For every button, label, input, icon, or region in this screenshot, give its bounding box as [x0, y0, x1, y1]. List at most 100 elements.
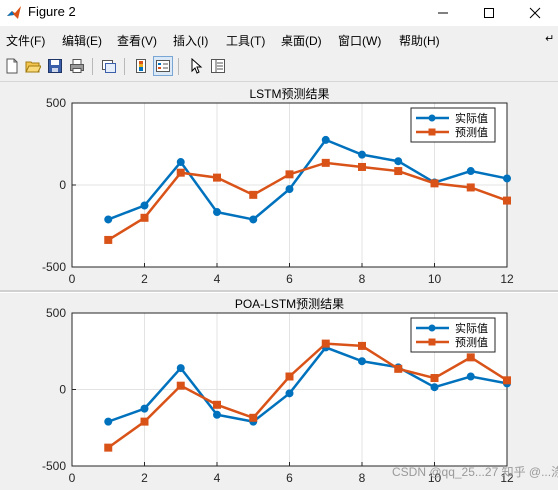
- legend-label: 实际值: [455, 111, 488, 125]
- data-point: [249, 215, 258, 224]
- legend-marker: [428, 338, 436, 346]
- x-tick-label: 8: [359, 272, 366, 286]
- data-point: [140, 404, 149, 413]
- close-button[interactable]: [512, 0, 558, 26]
- legend-box: [410, 107, 496, 143]
- x-tick-label: 2: [141, 471, 148, 485]
- data-point: [213, 400, 221, 409]
- data-point: [321, 339, 330, 348]
- data-point: [104, 215, 113, 224]
- x-tick-label: 12: [500, 272, 514, 286]
- insert-legend-button[interactable]: [153, 56, 173, 76]
- menu-window[interactable]: 窗口(W): [338, 34, 382, 48]
- property-inspector-button[interactable]: [208, 56, 228, 76]
- data-point: [285, 389, 294, 398]
- title-bar: Figure 2: [0, 0, 558, 26]
- matlab-logo-icon: [7, 6, 21, 19]
- data-point: [358, 341, 366, 350]
- x-tick-label: 12: [500, 471, 514, 485]
- legend-marker: [428, 114, 436, 122]
- menu-bar: 文件(F) 编辑(E) 查看(V) 插入(I) 工具(T) 桌面(D) 窗口(W…: [0, 28, 558, 50]
- toolbar-separator: [178, 58, 179, 75]
- legend-label: 预测值: [455, 126, 488, 139]
- data-point: [466, 353, 475, 362]
- y-tick-label: 0: [59, 383, 66, 397]
- data-point: [285, 185, 294, 194]
- legend-marker: [428, 128, 436, 136]
- data-point: [285, 170, 294, 179]
- data-point: [358, 162, 366, 171]
- data-point: [176, 381, 185, 390]
- menu-insert[interactable]: 插入(I): [173, 34, 209, 48]
- y-tick-label: 0: [59, 178, 66, 192]
- close-icon: [529, 7, 541, 19]
- data-point: [176, 158, 185, 167]
- data-point: [140, 213, 149, 222]
- data-point: [321, 135, 330, 144]
- save-button[interactable]: [45, 56, 65, 76]
- data-point: [430, 374, 439, 383]
- series-line-1: [107, 345, 508, 423]
- data-point: [213, 410, 221, 419]
- x-tick-label: 4: [214, 272, 221, 286]
- x-tick-label: 8: [359, 471, 366, 485]
- new-figure-icon: [6, 58, 18, 74]
- property-inspector-icon: [211, 59, 225, 73]
- legend-label: 实际值: [455, 321, 488, 335]
- open-file-button[interactable]: [23, 56, 43, 76]
- new-figure-button[interactable]: [2, 56, 22, 76]
- data-point: [503, 174, 511, 183]
- y-tick-label: 500: [46, 306, 66, 320]
- legend-marker: [428, 324, 436, 332]
- series-line-1: [107, 138, 508, 221]
- print-button[interactable]: [67, 56, 87, 76]
- data-point: [104, 235, 113, 244]
- data-point: [466, 183, 475, 192]
- data-point: [249, 190, 258, 199]
- data-point: [466, 167, 475, 176]
- chart-title: LSTM预测结果: [249, 87, 329, 101]
- data-point: [213, 208, 221, 217]
- menu-file[interactable]: 文件(F): [6, 34, 46, 48]
- data-point: [285, 372, 294, 381]
- link-plot-button[interactable]: [99, 56, 119, 76]
- data-point: [358, 150, 366, 159]
- menu-view[interactable]: 查看(V): [117, 34, 157, 48]
- data-point: [104, 417, 113, 426]
- x-tick-label: 6: [286, 471, 293, 485]
- x-tick-label: 4: [214, 471, 221, 485]
- x-tick-label: 10: [428, 272, 442, 286]
- y-tick-label: -500: [42, 459, 66, 473]
- menu-help[interactable]: 帮助(H): [399, 34, 440, 48]
- maximize-icon: [484, 8, 494, 18]
- data-point: [394, 364, 403, 373]
- data-point: [321, 158, 330, 167]
- insert-colorbar-icon: [136, 59, 146, 73]
- x-tick-label: 10: [428, 471, 442, 485]
- data-point: [176, 364, 185, 373]
- data-point: [466, 372, 475, 381]
- maximize-button[interactable]: [466, 0, 512, 26]
- menu-overflow-icon[interactable]: ↵: [545, 33, 555, 45]
- menu-tools[interactable]: 工具(T): [226, 34, 266, 48]
- figure-canvas: 0 2 4 6 8 10 12 -500 0 500 LSTM预测结果 实际值 预测值 0 2 4 6 8 10 12…: [0, 82, 558, 490]
- legend-label: 预测值: [455, 336, 488, 349]
- data-point: [503, 376, 511, 385]
- data-point: [430, 383, 439, 392]
- data-point: [430, 179, 439, 188]
- menu-desktop[interactable]: 桌面(D): [281, 34, 322, 48]
- minimize-button[interactable]: [420, 0, 466, 26]
- menu-edit[interactable]: 编辑(E): [62, 34, 102, 48]
- x-tick-label: 0: [69, 471, 76, 485]
- y-tick-label: 500: [46, 96, 66, 110]
- link-plot-icon: [102, 60, 116, 73]
- data-point: [104, 443, 113, 452]
- y-tick-label: -500: [42, 260, 66, 274]
- edit-plot-button[interactable]: [186, 56, 206, 76]
- insert-colorbar-button[interactable]: [131, 56, 151, 76]
- minimize-icon: [438, 12, 448, 14]
- data-point: [503, 196, 511, 205]
